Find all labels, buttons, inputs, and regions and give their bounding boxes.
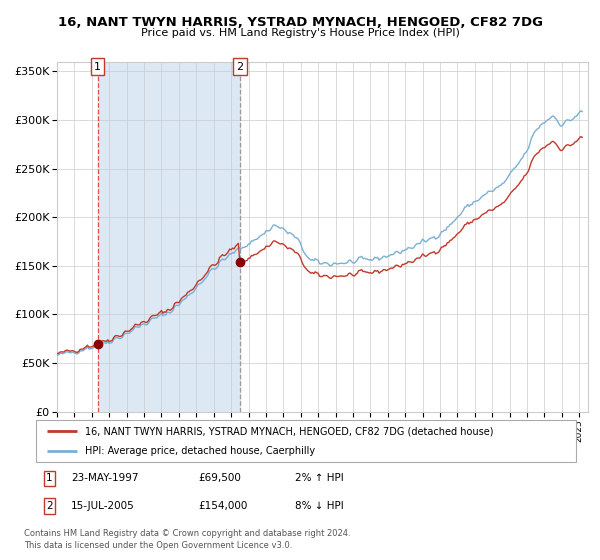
Text: 2: 2 bbox=[236, 62, 244, 72]
Bar bbox=[98, 62, 240, 412]
FancyBboxPatch shape bbox=[36, 420, 576, 462]
Text: £154,000: £154,000 bbox=[198, 501, 247, 511]
Text: £69,500: £69,500 bbox=[198, 473, 241, 483]
Text: 1: 1 bbox=[94, 62, 101, 72]
Text: 23-MAY-1997: 23-MAY-1997 bbox=[71, 473, 139, 483]
Text: HPI: Average price, detached house, Caerphilly: HPI: Average price, detached house, Caer… bbox=[85, 446, 315, 456]
Text: Price paid vs. HM Land Registry's House Price Index (HPI): Price paid vs. HM Land Registry's House … bbox=[140, 28, 460, 38]
Text: Contains HM Land Registry data © Crown copyright and database right 2024.
This d: Contains HM Land Registry data © Crown c… bbox=[24, 529, 350, 550]
Text: 8% ↓ HPI: 8% ↓ HPI bbox=[295, 501, 344, 511]
Text: 2% ↑ HPI: 2% ↑ HPI bbox=[295, 473, 344, 483]
Text: 15-JUL-2005: 15-JUL-2005 bbox=[71, 501, 135, 511]
Text: 2: 2 bbox=[46, 501, 53, 511]
Text: 16, NANT TWYN HARRIS, YSTRAD MYNACH, HENGOED, CF82 7DG: 16, NANT TWYN HARRIS, YSTRAD MYNACH, HEN… bbox=[58, 16, 542, 29]
Text: 16, NANT TWYN HARRIS, YSTRAD MYNACH, HENGOED, CF82 7DG (detached house): 16, NANT TWYN HARRIS, YSTRAD MYNACH, HEN… bbox=[85, 426, 493, 436]
Text: 1: 1 bbox=[46, 473, 53, 483]
